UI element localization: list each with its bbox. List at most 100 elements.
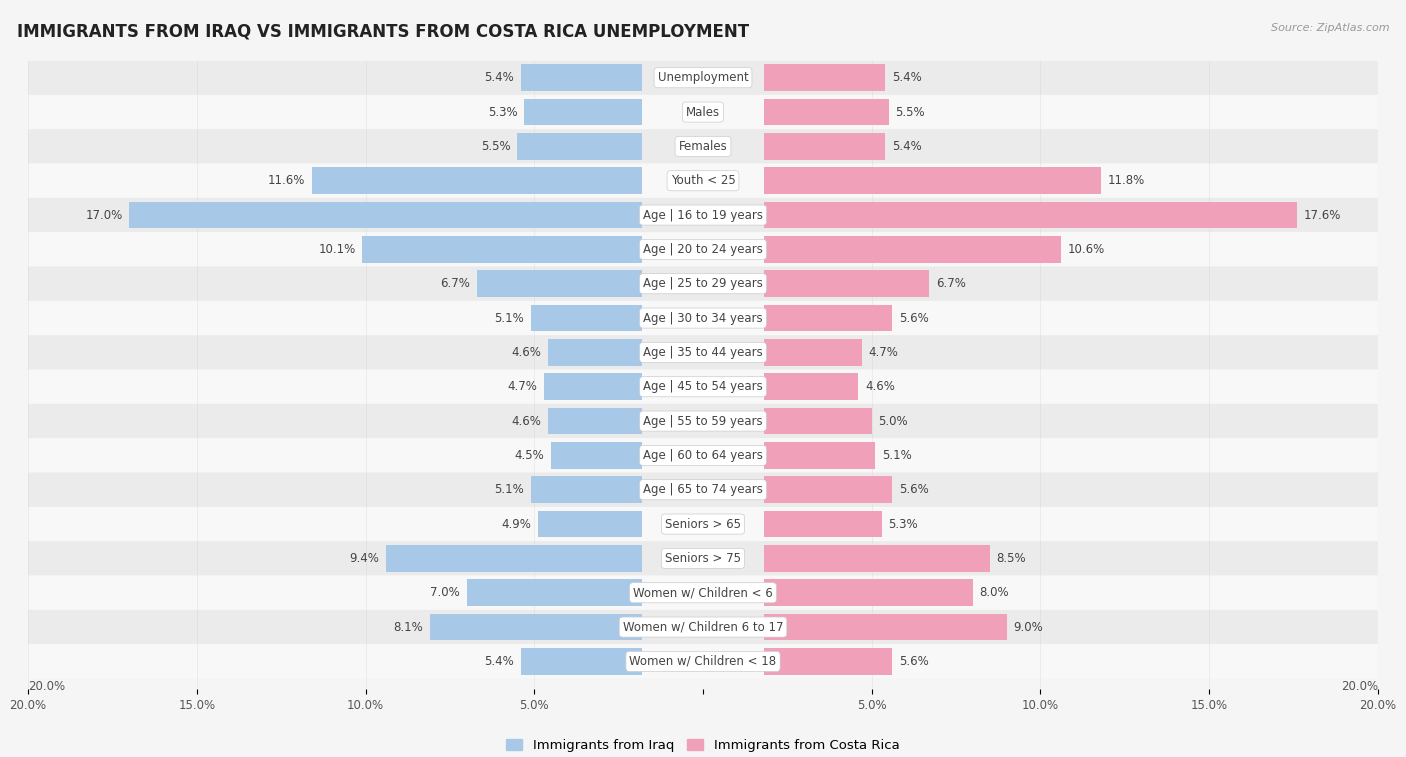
FancyBboxPatch shape: [28, 610, 1378, 644]
Text: Women w/ Children 6 to 17: Women w/ Children 6 to 17: [623, 621, 783, 634]
Text: 4.5%: 4.5%: [515, 449, 544, 462]
Text: Seniors > 65: Seniors > 65: [665, 518, 741, 531]
Text: 8.1%: 8.1%: [394, 621, 423, 634]
Bar: [763, 201, 1296, 229]
FancyBboxPatch shape: [28, 266, 1378, 301]
Bar: [763, 304, 891, 332]
Text: 5.3%: 5.3%: [889, 518, 918, 531]
FancyBboxPatch shape: [28, 404, 1378, 438]
Text: Females: Females: [679, 140, 727, 153]
Text: 5.1%: 5.1%: [495, 483, 524, 497]
FancyBboxPatch shape: [28, 61, 1378, 95]
Bar: [520, 64, 643, 91]
Text: 8.5%: 8.5%: [997, 552, 1026, 565]
FancyBboxPatch shape: [28, 541, 1378, 575]
Text: 10.1%: 10.1%: [318, 243, 356, 256]
Bar: [763, 133, 886, 160]
FancyBboxPatch shape: [28, 301, 1378, 335]
Bar: [385, 545, 643, 572]
Bar: [763, 236, 1060, 263]
Text: 5.4%: 5.4%: [484, 655, 515, 668]
Text: 20.0%: 20.0%: [1341, 680, 1378, 693]
Text: 10.6%: 10.6%: [1067, 243, 1105, 256]
Bar: [763, 98, 889, 126]
Text: Age | 35 to 44 years: Age | 35 to 44 years: [643, 346, 763, 359]
Bar: [763, 408, 872, 435]
Bar: [477, 270, 643, 297]
Bar: [430, 614, 643, 640]
Bar: [763, 270, 929, 297]
Text: 11.8%: 11.8%: [1108, 174, 1144, 187]
Bar: [763, 648, 891, 674]
Text: 4.6%: 4.6%: [512, 415, 541, 428]
Text: Women w/ Children < 6: Women w/ Children < 6: [633, 586, 773, 600]
Text: 6.7%: 6.7%: [936, 277, 966, 290]
FancyBboxPatch shape: [28, 507, 1378, 541]
FancyBboxPatch shape: [28, 644, 1378, 678]
Text: 5.5%: 5.5%: [896, 105, 925, 119]
FancyBboxPatch shape: [28, 369, 1378, 404]
Text: IMMIGRANTS FROM IRAQ VS IMMIGRANTS FROM COSTA RICA UNEMPLOYMENT: IMMIGRANTS FROM IRAQ VS IMMIGRANTS FROM …: [17, 23, 749, 41]
Text: 7.0%: 7.0%: [430, 586, 460, 600]
FancyBboxPatch shape: [28, 575, 1378, 610]
Text: 4.6%: 4.6%: [512, 346, 541, 359]
Bar: [763, 64, 886, 91]
Text: 5.4%: 5.4%: [891, 140, 922, 153]
FancyBboxPatch shape: [28, 164, 1378, 198]
Bar: [763, 167, 1101, 194]
Text: 5.4%: 5.4%: [891, 71, 922, 84]
Text: Males: Males: [686, 105, 720, 119]
Bar: [763, 442, 875, 469]
Text: Age | 60 to 64 years: Age | 60 to 64 years: [643, 449, 763, 462]
Text: 5.6%: 5.6%: [898, 655, 928, 668]
Text: 5.6%: 5.6%: [898, 312, 928, 325]
Bar: [524, 98, 643, 126]
Bar: [763, 614, 1007, 640]
Bar: [763, 339, 862, 366]
Text: 20.0%: 20.0%: [28, 680, 65, 693]
Bar: [763, 511, 882, 537]
Bar: [763, 476, 891, 503]
FancyBboxPatch shape: [28, 472, 1378, 507]
Text: Women w/ Children < 18: Women w/ Children < 18: [630, 655, 776, 668]
Bar: [544, 373, 643, 400]
Bar: [548, 408, 643, 435]
Text: 5.1%: 5.1%: [495, 312, 524, 325]
Text: Seniors > 75: Seniors > 75: [665, 552, 741, 565]
FancyBboxPatch shape: [28, 95, 1378, 129]
Text: 5.0%: 5.0%: [879, 415, 908, 428]
Text: 17.0%: 17.0%: [86, 209, 122, 222]
Text: Age | 30 to 34 years: Age | 30 to 34 years: [643, 312, 763, 325]
Bar: [520, 648, 643, 674]
Text: Age | 55 to 59 years: Age | 55 to 59 years: [643, 415, 763, 428]
Text: Age | 65 to 74 years: Age | 65 to 74 years: [643, 483, 763, 497]
Bar: [129, 201, 643, 229]
Text: 5.3%: 5.3%: [488, 105, 517, 119]
Bar: [363, 236, 643, 263]
Text: Age | 16 to 19 years: Age | 16 to 19 years: [643, 209, 763, 222]
Bar: [763, 545, 990, 572]
Text: Unemployment: Unemployment: [658, 71, 748, 84]
FancyBboxPatch shape: [28, 335, 1378, 369]
Bar: [551, 442, 643, 469]
Text: 5.4%: 5.4%: [484, 71, 515, 84]
Text: 5.6%: 5.6%: [898, 483, 928, 497]
FancyBboxPatch shape: [28, 232, 1378, 266]
Text: 9.4%: 9.4%: [349, 552, 380, 565]
Text: 4.9%: 4.9%: [501, 518, 531, 531]
Bar: [548, 339, 643, 366]
Text: 4.6%: 4.6%: [865, 380, 894, 393]
Text: Age | 25 to 29 years: Age | 25 to 29 years: [643, 277, 763, 290]
Bar: [467, 579, 643, 606]
Text: 11.6%: 11.6%: [267, 174, 305, 187]
Bar: [531, 476, 643, 503]
Bar: [517, 133, 643, 160]
Legend: Immigrants from Iraq, Immigrants from Costa Rica: Immigrants from Iraq, Immigrants from Co…: [501, 734, 905, 757]
Text: Source: ZipAtlas.com: Source: ZipAtlas.com: [1271, 23, 1389, 33]
Bar: [763, 579, 973, 606]
Text: Youth < 25: Youth < 25: [671, 174, 735, 187]
Text: 5.1%: 5.1%: [882, 449, 911, 462]
Text: 17.6%: 17.6%: [1303, 209, 1341, 222]
FancyBboxPatch shape: [28, 198, 1378, 232]
Bar: [531, 304, 643, 332]
